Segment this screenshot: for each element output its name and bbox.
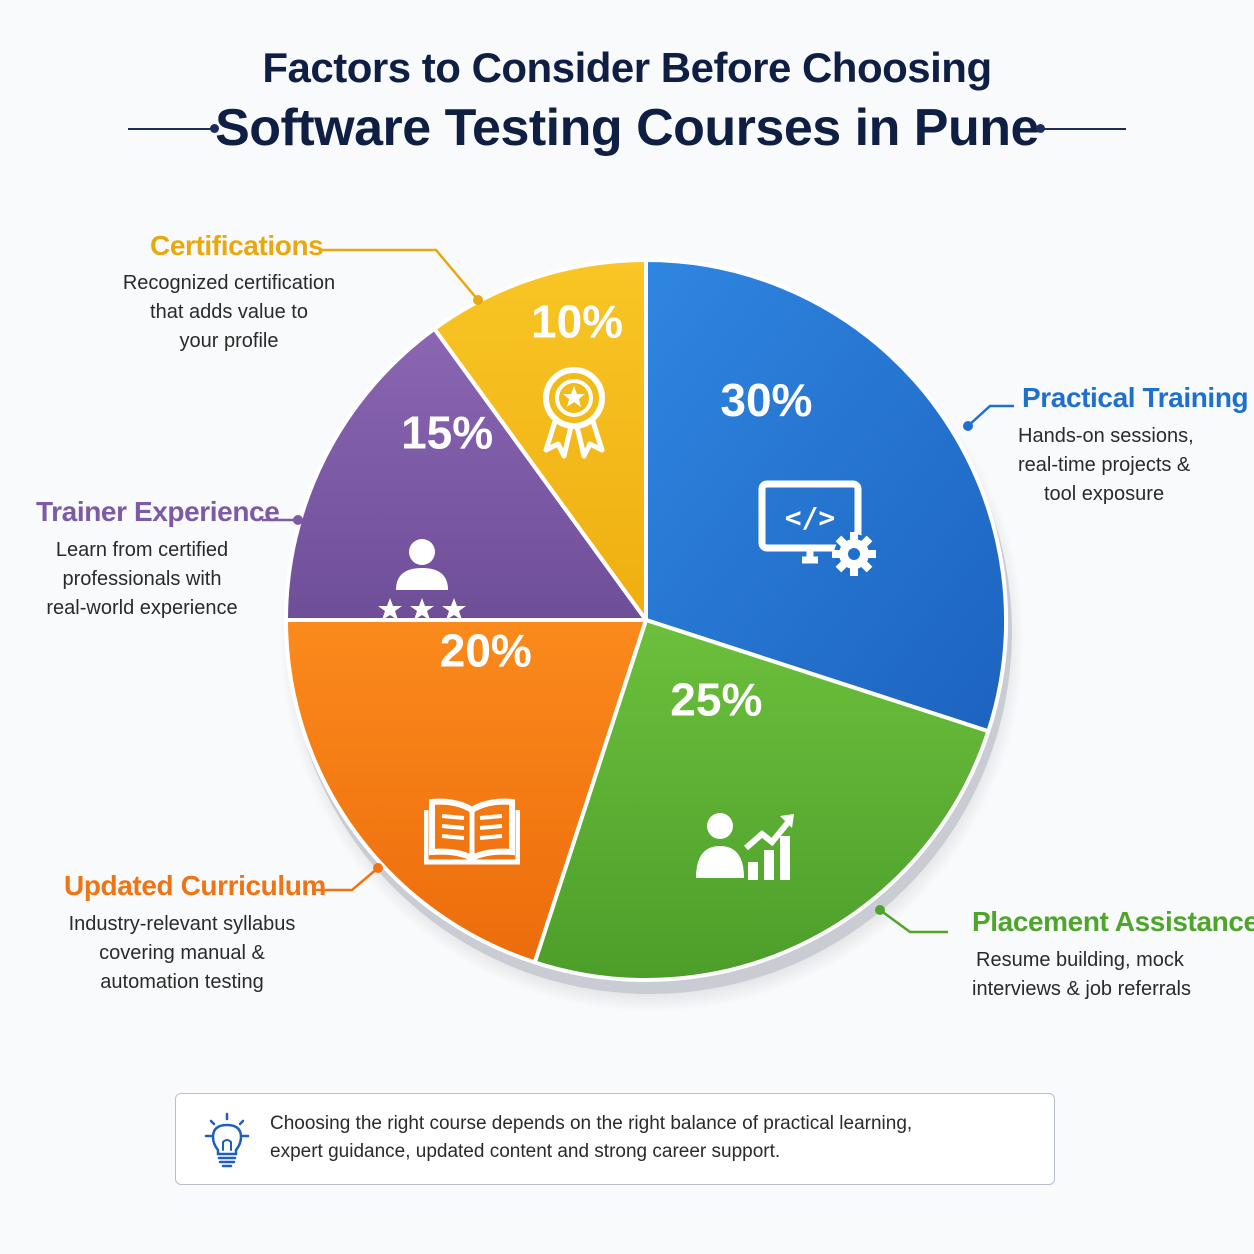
title-line-1: Factors to Consider Before Choosing (262, 44, 992, 91)
desc-line: real-world experience (46, 597, 238, 619)
title-rule-right (1040, 128, 1126, 130)
note-line: expert guidance, updated content and str… (270, 1141, 781, 1162)
pie-slice-placement-assistance (532, 618, 991, 982)
leader-line-practical-training (967, 404, 1014, 427)
open-book-icon (424, 798, 520, 865)
leader-dot-placement-assistance (875, 905, 885, 915)
leader-dot-practical-training (963, 421, 973, 431)
summary-note-text: Choosing the right course depends on the… (270, 1110, 1030, 1166)
title-rule-left-dot (210, 124, 219, 133)
label-title-trainer-experience: Trainer Experience (36, 496, 280, 527)
desc-line: real-time projects & (1018, 454, 1191, 476)
leader-dot-certifications (473, 295, 483, 305)
leader-dot-trainer-experience (293, 515, 303, 525)
leader-line-certifications (322, 248, 479, 301)
value-label-certifications: 10% (531, 296, 623, 348)
desc-line: Learn from certified (55, 539, 229, 561)
desc-line: tool exposure (1044, 483, 1165, 505)
pie-slice-practical-training (644, 258, 1008, 734)
person-growth-chart-icon (696, 813, 794, 880)
leader-dot-updated-curriculum (373, 863, 383, 873)
desc-line: your profile (179, 330, 279, 352)
label-desc-practical-training: Hands-on sessions, real-time projects & … (1018, 422, 1228, 509)
desc-line: covering manual & (99, 942, 265, 964)
code-monitor-gear-icon: </> (758, 480, 876, 576)
desc-line: Recognized certification (122, 272, 336, 294)
label-desc-updated-curriculum: Industry-relevant syllabus covering manu… (52, 910, 312, 997)
award-ribbon-icon (543, 367, 605, 459)
desc-line: professionals with (62, 568, 222, 590)
desc-line: that adds value to (150, 301, 308, 323)
leader-line-updated-curriculum (312, 867, 379, 892)
note-line: Choosing the right course depends on the… (270, 1113, 913, 1134)
desc-line: interviews & job referrals (972, 978, 1191, 1000)
label-title-certifications: Certifications (150, 230, 324, 261)
value-label-updated-curriculum: 20% (440, 624, 532, 676)
label-title-practical-training: Practical Training (1022, 382, 1249, 413)
pie-slice-trainer-experience (284, 326, 648, 622)
label-desc-certifications: Recognized certification that adds value… (108, 269, 350, 356)
value-label-trainer-experience: 15% (401, 407, 493, 459)
trainer-stars-icon (378, 539, 466, 620)
value-label-practical-training: 30% (720, 374, 812, 426)
label-title-placement-assistance: Placement Assistance (972, 906, 1254, 937)
lightbulb-icon (204, 1112, 250, 1168)
label-desc-trainer-experience: Learn from certified professionals with … (30, 536, 254, 623)
title-line-2: Software Testing Courses in Pune (215, 99, 1039, 157)
desc-line: Industry-relevant syllabus (68, 913, 296, 935)
desc-line: Resume building, mock (976, 949, 1184, 971)
summary-note: Choosing the right course depends on the… (175, 1093, 1055, 1185)
leader-line-placement-assistance (879, 908, 948, 934)
label-title-updated-curriculum: Updated Curriculum (64, 870, 326, 901)
label-desc-placement-assistance: Resume building, mock interviews & job r… (972, 946, 1242, 1004)
pie-slice-certifications (432, 258, 648, 622)
svg-text:</>: </> (785, 501, 836, 534)
pie-slice-updated-curriculum (284, 618, 648, 965)
value-label-placement-assistance: 25% (670, 674, 762, 726)
desc-line: Hands-on sessions, (1018, 425, 1194, 447)
title-rule-right-dot (1036, 124, 1045, 133)
title-rule-left (128, 128, 214, 130)
desc-line: automation testing (100, 971, 264, 993)
